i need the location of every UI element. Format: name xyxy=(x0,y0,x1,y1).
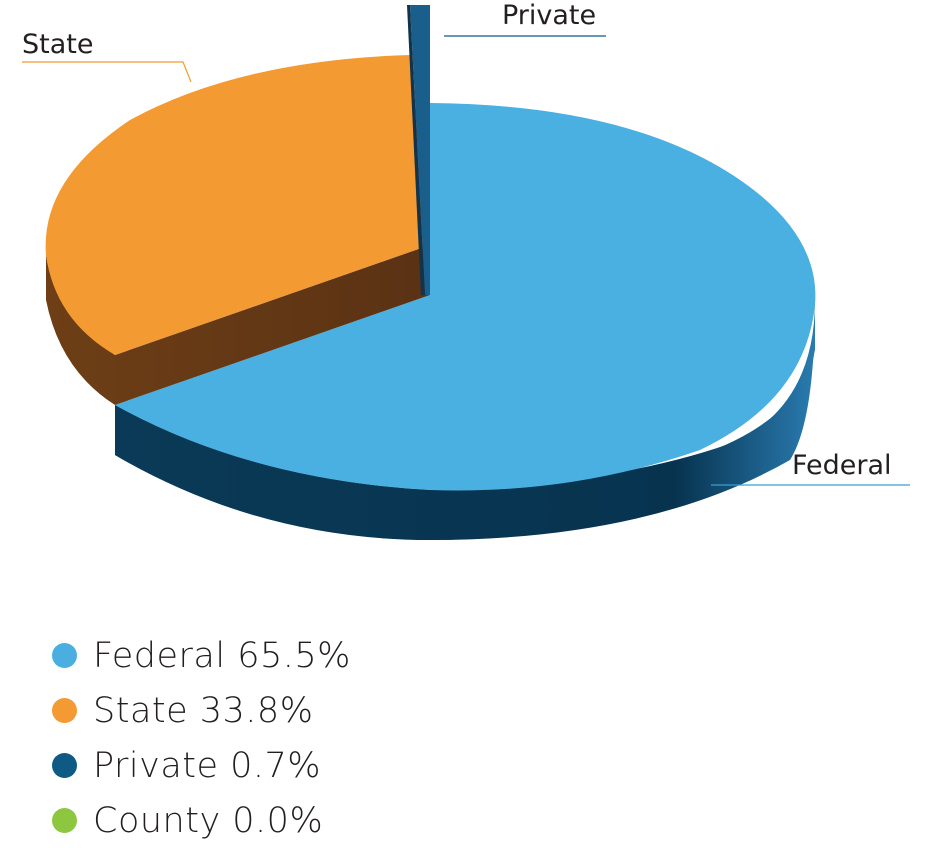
federal-slice-side-lower xyxy=(115,300,815,540)
legend-item-state: State 33.8% xyxy=(52,683,351,738)
state-swatch-icon xyxy=(52,698,77,723)
legend-label: State 33.8% xyxy=(93,690,314,731)
private-slice xyxy=(410,5,430,295)
private-swatch-icon xyxy=(52,753,77,778)
federal-slice xyxy=(115,103,816,491)
pie-chart xyxy=(22,5,910,540)
chart-legend: Federal 65.5% State 33.8% Private 0.7% C… xyxy=(52,628,351,848)
private-slice-side xyxy=(407,5,425,295)
state-callout-label: State xyxy=(22,29,94,60)
state-slice xyxy=(45,55,430,355)
state-slice-side xyxy=(46,245,430,405)
state-callout-line xyxy=(22,61,192,83)
legend-label: County 0.0% xyxy=(93,800,324,841)
federal-swatch-icon xyxy=(52,643,77,668)
county-swatch-icon xyxy=(52,808,77,833)
private-callout-label: Private xyxy=(502,0,597,31)
legend-label: Private 0.7% xyxy=(93,745,322,786)
federal-callout-label: Federal xyxy=(792,450,892,481)
legend-item-county: County 0.0% xyxy=(52,793,351,848)
legend-item-federal: Federal 65.5% xyxy=(52,628,351,683)
legend-label: Federal 65.5% xyxy=(93,635,351,676)
legend-item-private: Private 0.7% xyxy=(52,738,351,793)
